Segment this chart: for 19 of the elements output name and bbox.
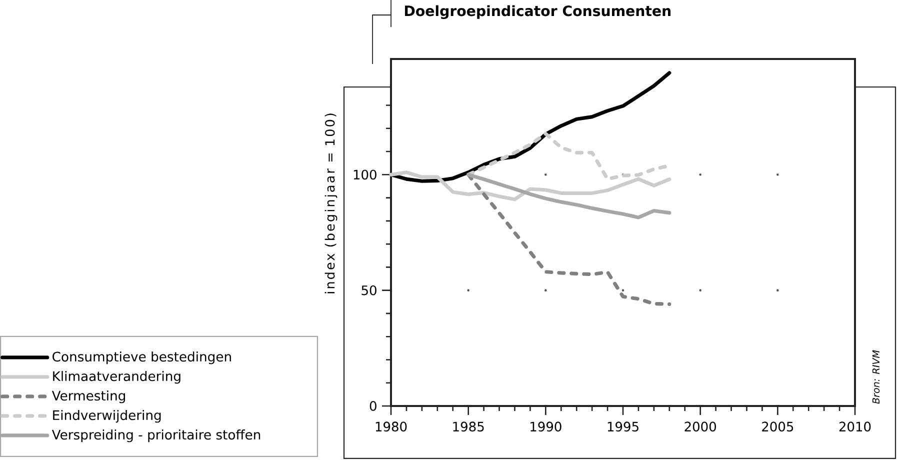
chart-title: Doelgroepindicator Consumenten	[404, 5, 670, 20]
x-tick-label: 1995	[608, 422, 638, 432]
x-tick-label: 2000	[684, 422, 716, 432]
x-tick-label: 2010	[839, 422, 871, 432]
y-axis-title: index (beginjaar = 100)	[324, 114, 338, 294]
legend-label: Vermesting	[52, 390, 126, 404]
line-series	[466, 172, 672, 220]
legend-label: Verspreiding - prioritaire stoffen	[52, 429, 260, 442]
x-tick-label: 1990	[530, 422, 562, 432]
text: Bron: RIVM	[872, 350, 880, 404]
x-tick-label: 2005	[762, 422, 794, 432]
legend-label: Klimaatverandering	[53, 370, 180, 384]
legend-label: Eindverwijdering	[53, 410, 161, 423]
x-tick-label: 1980	[376, 422, 407, 432]
y-tick-label: 0	[370, 401, 376, 411]
x-tick-label: 1985	[453, 422, 484, 432]
legend-label: Consumptieve bestedingen	[52, 351, 231, 364]
y-tick-label: 50	[362, 285, 376, 296]
y-tick-label: 100	[354, 170, 376, 180]
